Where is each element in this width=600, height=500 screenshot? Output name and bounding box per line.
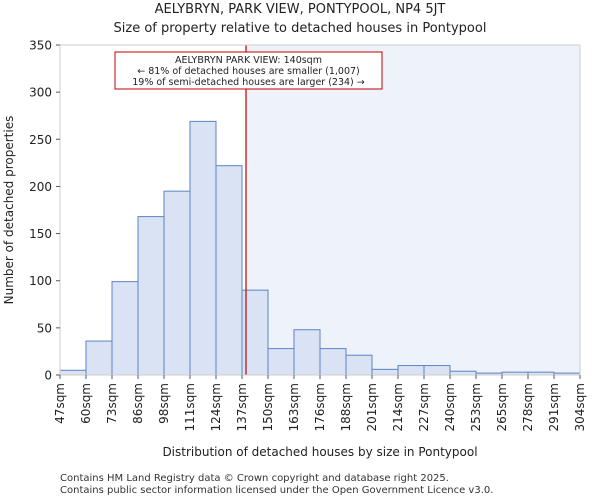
x-tick-label: 176sqm [313,383,327,431]
y-tick-label: 50 [37,321,52,335]
x-tick-label: 265sqm [495,383,509,431]
bar-124sqm [215,165,243,376]
chart-subtitle: Size of property relative to detached ho… [113,21,487,36]
bar-60sqm [85,340,113,376]
x-tick-label: 291sqm [547,383,561,431]
annotation-line-2: ← 81% of detached houses are smaller (1,… [137,66,360,77]
y-tick-label: 100 [29,274,52,288]
bar-86sqm [137,216,165,376]
bar-188sqm [345,354,373,376]
x-axis-ticks: 47sqm 60sqm 73sqm 86sqm 98sqm 111sqm 124sqm 137… [53,375,587,431]
x-tick-label: 278sqm [521,383,535,431]
bar-163sqm [293,329,321,376]
y-tick-label: 300 [29,86,52,100]
y-tick-label: 350 [29,39,52,53]
y-tick-label: 0 [44,369,52,383]
y-axis-label: Number of detached properties [2,116,16,305]
x-tick-label: 86sqm [131,383,145,424]
y-tick-label: 200 [29,180,52,194]
annotation-line-1: AELYBRYN PARK VIEW: 140sqm [175,55,322,66]
x-tick-label: 214sqm [391,383,405,431]
annotation-line-3: 19% of semi-detached houses are larger (… [132,77,365,88]
histogram-chart: 0 50 100 150 200 250 300 350 47sqm 60sqm 73sqm 86s… [2,39,587,460]
bar-240sqm [449,370,477,376]
annotation-box [114,51,383,90]
x-tick-label: 73sqm [105,383,119,424]
y-tick-label: 150 [29,227,52,241]
x-tick-label: 188sqm [339,383,353,431]
bar-47sqm [59,369,87,376]
x-tick-label: 137sqm [235,383,249,431]
x-tick-label: 111sqm [183,383,197,431]
marker-annotation: AELYBRYN PARK VIEW: 140sqm ← 81% of deta… [114,51,383,90]
x-tick-label: 47sqm [53,383,67,424]
x-tick-label: 227sqm [417,383,431,431]
bar-214sqm [397,365,425,376]
y-tick-label: 250 [29,133,52,147]
x-tick-label: 150sqm [261,383,275,431]
y-axis-ticks: 0 50 100 150 200 250 300 350 [29,39,60,383]
bar-201sqm [371,368,399,376]
bar-176sqm [319,348,347,376]
x-tick-label: 201sqm [365,383,379,431]
chart-title: AELYBRYN, PARK VIEW, PONTYPOOL, NP4 5JT [154,2,446,17]
bars-group [59,120,581,376]
footer-line-1: Contains HM Land Registry data © Crown c… [60,473,449,484]
bar-227sqm [423,365,451,376]
x-tick-label: 253sqm [469,383,483,431]
x-tick-label: 163sqm [287,383,301,431]
x-tick-label: 60sqm [79,383,93,424]
bar-150sqm [267,348,295,376]
x-tick-label: 98sqm [157,383,171,424]
x-axis-label: Distribution of detached houses by size … [162,445,477,459]
bar-111sqm [189,120,217,376]
bar-73sqm [111,281,139,376]
x-tick-label: 304sqm [573,383,587,431]
bar-98sqm [163,190,191,376]
x-tick-label: 124sqm [209,383,223,431]
larger-region-shading [246,45,580,375]
footer-line-2: Contains public sector information licen… [60,485,494,496]
x-tick-label: 240sqm [443,383,457,431]
